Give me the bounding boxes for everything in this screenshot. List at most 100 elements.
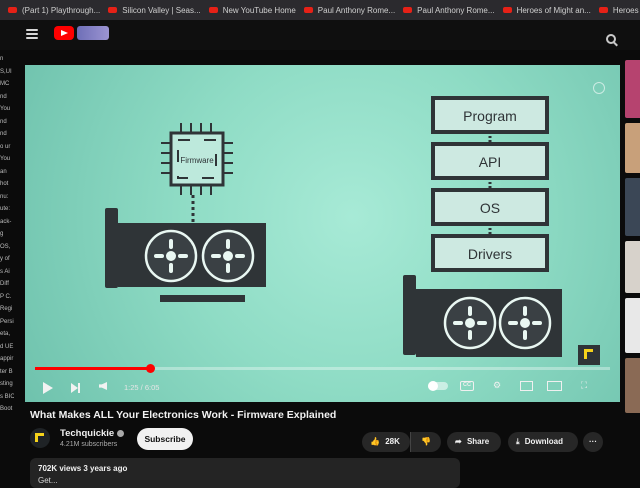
graphics-card-right-icon — [403, 275, 562, 357]
recommended-thumbnail[interactable] — [625, 123, 640, 173]
description-snippet: Get... — [38, 476, 58, 485]
thumbs-down-icon: 👎 — [421, 437, 431, 446]
bookmark-label: Heroes of Might an... — [516, 5, 591, 15]
search-icon[interactable] — [606, 34, 616, 44]
bookmark-item[interactable]: (Part 1) Playthrough... — [8, 6, 100, 15]
description-box[interactable]: 702K views 3 years ago Get... — [30, 458, 460, 488]
channel-watermark-icon[interactable] — [578, 345, 600, 365]
bookmark-item[interactable]: New YouTube Home — [208, 5, 296, 15]
info-icon[interactable] — [593, 82, 605, 94]
video-title: What Makes ALL Your Electronics Work - F… — [30, 409, 337, 421]
sidebar-fragment: sting — [0, 381, 13, 387]
youtube-header — [0, 20, 640, 50]
bookmark-item[interactable]: Paul Anthony Rome... — [403, 6, 495, 15]
play-icon[interactable] — [43, 382, 53, 394]
youtube-favicon-icon — [303, 7, 313, 13]
chip-label: Firmware — [180, 156, 214, 165]
bookmark-label: Heroes 2 of... — [612, 5, 640, 15]
sidebar-fragment: MC — [0, 81, 10, 87]
stack-box — [431, 234, 549, 272]
youtube-favicon-icon — [403, 7, 413, 13]
sidebar-fragment: appir — [0, 356, 14, 362]
youtube-favicon-icon — [598, 7, 608, 13]
youtube-favicon-icon — [8, 7, 17, 13]
video-player[interactable]: Firmware — [25, 65, 620, 402]
youtube-favicon-icon — [108, 7, 118, 13]
bookmark-item[interactable]: Heroes 2 of... — [598, 5, 640, 15]
autoplay-toggle[interactable] — [428, 381, 448, 391]
dislike-button[interactable]: 👎 — [410, 432, 441, 452]
sidebar-fragment: hot — [0, 181, 9, 187]
sidebar-fragment: g — [0, 231, 4, 237]
hamburger-icon[interactable] — [26, 29, 38, 39]
sidebar-fragment: S,UI — [0, 68, 12, 75]
more-actions-button[interactable]: ··· — [583, 432, 603, 452]
sidebar-fragment: nu: — [0, 193, 9, 200]
doodle-logo[interactable] — [77, 26, 109, 40]
player-controls: 1:25 / 6:05 CC ⚙ ⛶ — [25, 371, 620, 401]
sidebar-fragment: Persi — [0, 318, 14, 325]
stack-box — [431, 188, 549, 226]
youtube-favicon-icon — [208, 7, 218, 13]
stack-label: OS — [480, 200, 500, 216]
recommended-thumbnail[interactable] — [625, 60, 640, 118]
youtube-logo-icon[interactable] — [54, 26, 74, 40]
download-button[interactable]: ⤓ Download — [508, 432, 578, 452]
bookmark-item[interactable]: Heroes of Might an... — [502, 5, 591, 15]
bookmark-label: Paul Anthony Rome... — [317, 5, 396, 15]
recommended-thumbnail[interactable] — [625, 241, 640, 293]
like-count: 28K — [385, 437, 400, 446]
progress-bar[interactable] — [35, 364, 610, 373]
graphics-card-left-icon — [105, 208, 266, 302]
fullscreen-icon[interactable]: ⛶ — [580, 380, 588, 390]
sidebar-fragment: ute: — [0, 206, 11, 212]
subscribe-button[interactable]: Subscribe — [137, 428, 193, 450]
sidebar-fragment: s Ai — [0, 268, 10, 275]
miniplayer-icon[interactable] — [520, 381, 533, 391]
theater-mode-icon[interactable] — [547, 381, 562, 391]
channel-name[interactable]: Techquickie — [60, 428, 125, 439]
like-button[interactable]: 👍 28K — [362, 432, 410, 452]
progress-fill — [35, 367, 150, 370]
bookmark-label: Silicon Valley | Seas... — [122, 5, 201, 15]
share-button[interactable]: ➦ Share — [447, 432, 501, 452]
volume-icon[interactable] — [99, 382, 107, 390]
bookmark-label: New YouTube Home — [222, 5, 296, 15]
download-label: Download — [524, 437, 563, 446]
share-arrow-icon: ➦ — [455, 437, 462, 446]
sidebar-fragment: P C. — [0, 293, 12, 300]
bookmark-item[interactable]: Silicon Valley | Seas... — [108, 5, 201, 15]
sidebar-fragment: ack- — [0, 218, 12, 225]
progress-scrubber[interactable] — [146, 364, 155, 373]
sidebar-fragment: s BIO — [0, 393, 14, 400]
captions-icon[interactable]: CC — [460, 381, 474, 391]
software-stack: Program API OS Drivers — [431, 96, 549, 272]
sidebar-fragment: an — [0, 168, 7, 175]
recommended-thumbnail[interactable] — [625, 298, 640, 353]
bookmarks-bar: (Part 1) Playthrough... Silicon Valley | … — [0, 0, 640, 20]
views-and-date: 702K views 3 years ago — [38, 464, 128, 473]
sidebar-fragment: Boot — [0, 406, 13, 412]
sidebar-fragment: n — [0, 56, 4, 62]
sidebar-fragment: eta, — [0, 331, 11, 337]
share-label: Share — [466, 437, 490, 446]
youtube-favicon-icon — [502, 7, 512, 13]
channel-avatar[interactable] — [30, 428, 50, 448]
next-icon[interactable] — [71, 383, 80, 393]
sidebar-fragment: You — [0, 156, 11, 162]
recommendations-sidebar — [625, 60, 640, 480]
sidebar-fragment: y of — [0, 256, 10, 262]
download-icon: ⤓ — [516, 437, 520, 446]
recommended-thumbnail[interactable] — [625, 358, 640, 413]
bookmark-item[interactable]: Paul Anthony Rome... — [303, 5, 396, 15]
subscriber-count: 4.21M subscribers — [60, 441, 118, 448]
video-frame: Firmware — [105, 96, 562, 357]
sidebar-fragment: Diff — [0, 281, 9, 287]
sidebar-fragment: ter B — [0, 368, 13, 375]
gear-icon[interactable]: ⚙ — [492, 380, 502, 390]
recommended-thumbnail[interactable] — [625, 178, 640, 236]
sidebar-fragment: Regi — [0, 306, 13, 312]
stack-label: Drivers — [468, 246, 512, 262]
verified-icon — [117, 429, 125, 437]
